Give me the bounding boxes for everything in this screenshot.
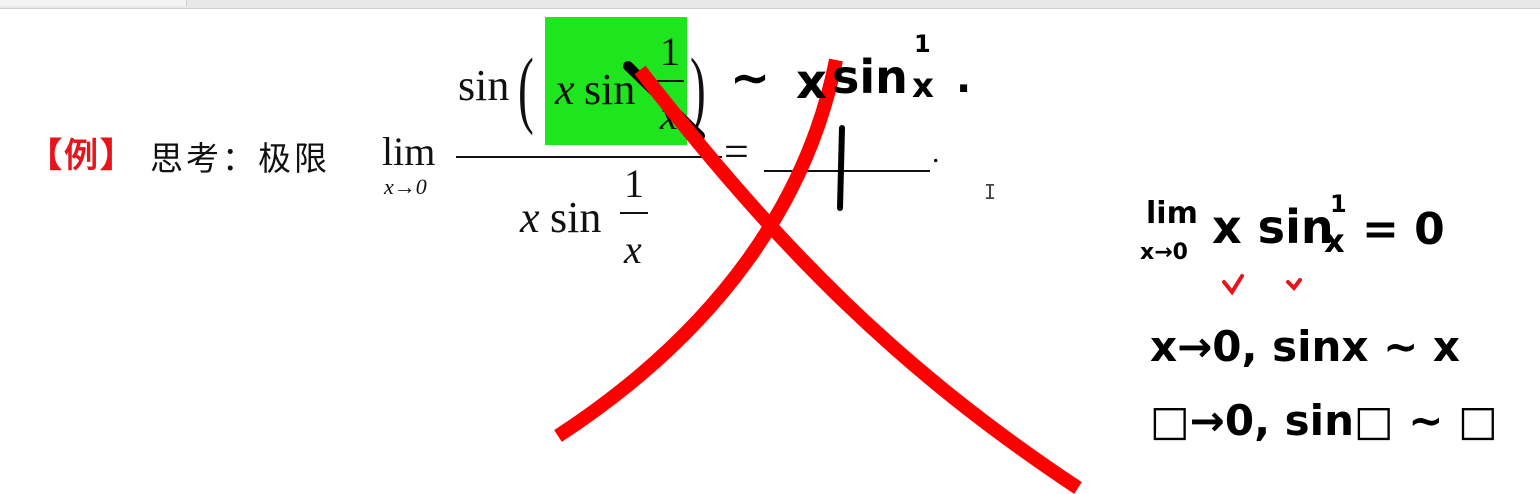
hw-den-top: x — [912, 66, 934, 106]
hw-lim-expr: x sin — [1212, 200, 1334, 254]
answer-blank[interactable] — [764, 170, 930, 172]
denominator-inner-den: x — [624, 227, 642, 272]
example-label: 【例】 — [28, 136, 136, 176]
right-paren: ) — [690, 40, 706, 136]
hw-one-top: 1 — [914, 30, 931, 58]
check-mark-2 — [1286, 278, 1302, 292]
hw-rule-1: x→0, sinx ∼ x — [1150, 322, 1460, 371]
red-cross-stroke-1 — [554, 58, 843, 442]
hw-x-top: x — [796, 54, 827, 110]
red-cross-stroke-2 — [634, 65, 1082, 494]
hw-lim-result: = 0 — [1362, 204, 1445, 255]
numerator-sin: sin — [458, 61, 510, 110]
hw-rule-2: □→0, sin□ ∼ □ — [1150, 396, 1498, 445]
denominator-one: 1 — [624, 161, 644, 206]
hw-tilde-top: ∼ — [730, 50, 771, 106]
hw-sin-top: sin — [832, 50, 908, 104]
hw-lim-den: x — [1324, 222, 1345, 260]
example-prompt: 思考：极限 — [150, 139, 330, 178]
check-mark-1 — [1222, 274, 1244, 296]
hw-lim-sub: x→0 — [1140, 240, 1188, 265]
tab-stub[interactable] — [0, 0, 187, 6]
numerator-inner-sin: sin — [584, 65, 636, 114]
numerator-one: 1 — [660, 29, 680, 74]
top-toolbar-strip — [0, 0, 1540, 9]
hw-lim-one: 1 — [1330, 190, 1347, 218]
denominator-sin: sin — [550, 193, 602, 242]
denominator-fraction-bar — [620, 212, 648, 214]
limit-subscript: x→0 — [384, 174, 427, 199]
denominator-x: x — [520, 193, 540, 242]
left-paren: ( — [518, 40, 534, 136]
inner-fraction-bar — [656, 80, 684, 82]
text-cursor: I — [984, 180, 997, 204]
main-fraction-bar — [456, 156, 722, 158]
limit-operator: lim — [382, 129, 436, 174]
hw-lim: lim — [1146, 196, 1198, 231]
handwritten-one-stroke — [837, 125, 845, 211]
hw-dot-top: . — [956, 56, 972, 102]
numerator-x: x — [555, 65, 575, 114]
formula-period: . — [932, 136, 940, 169]
